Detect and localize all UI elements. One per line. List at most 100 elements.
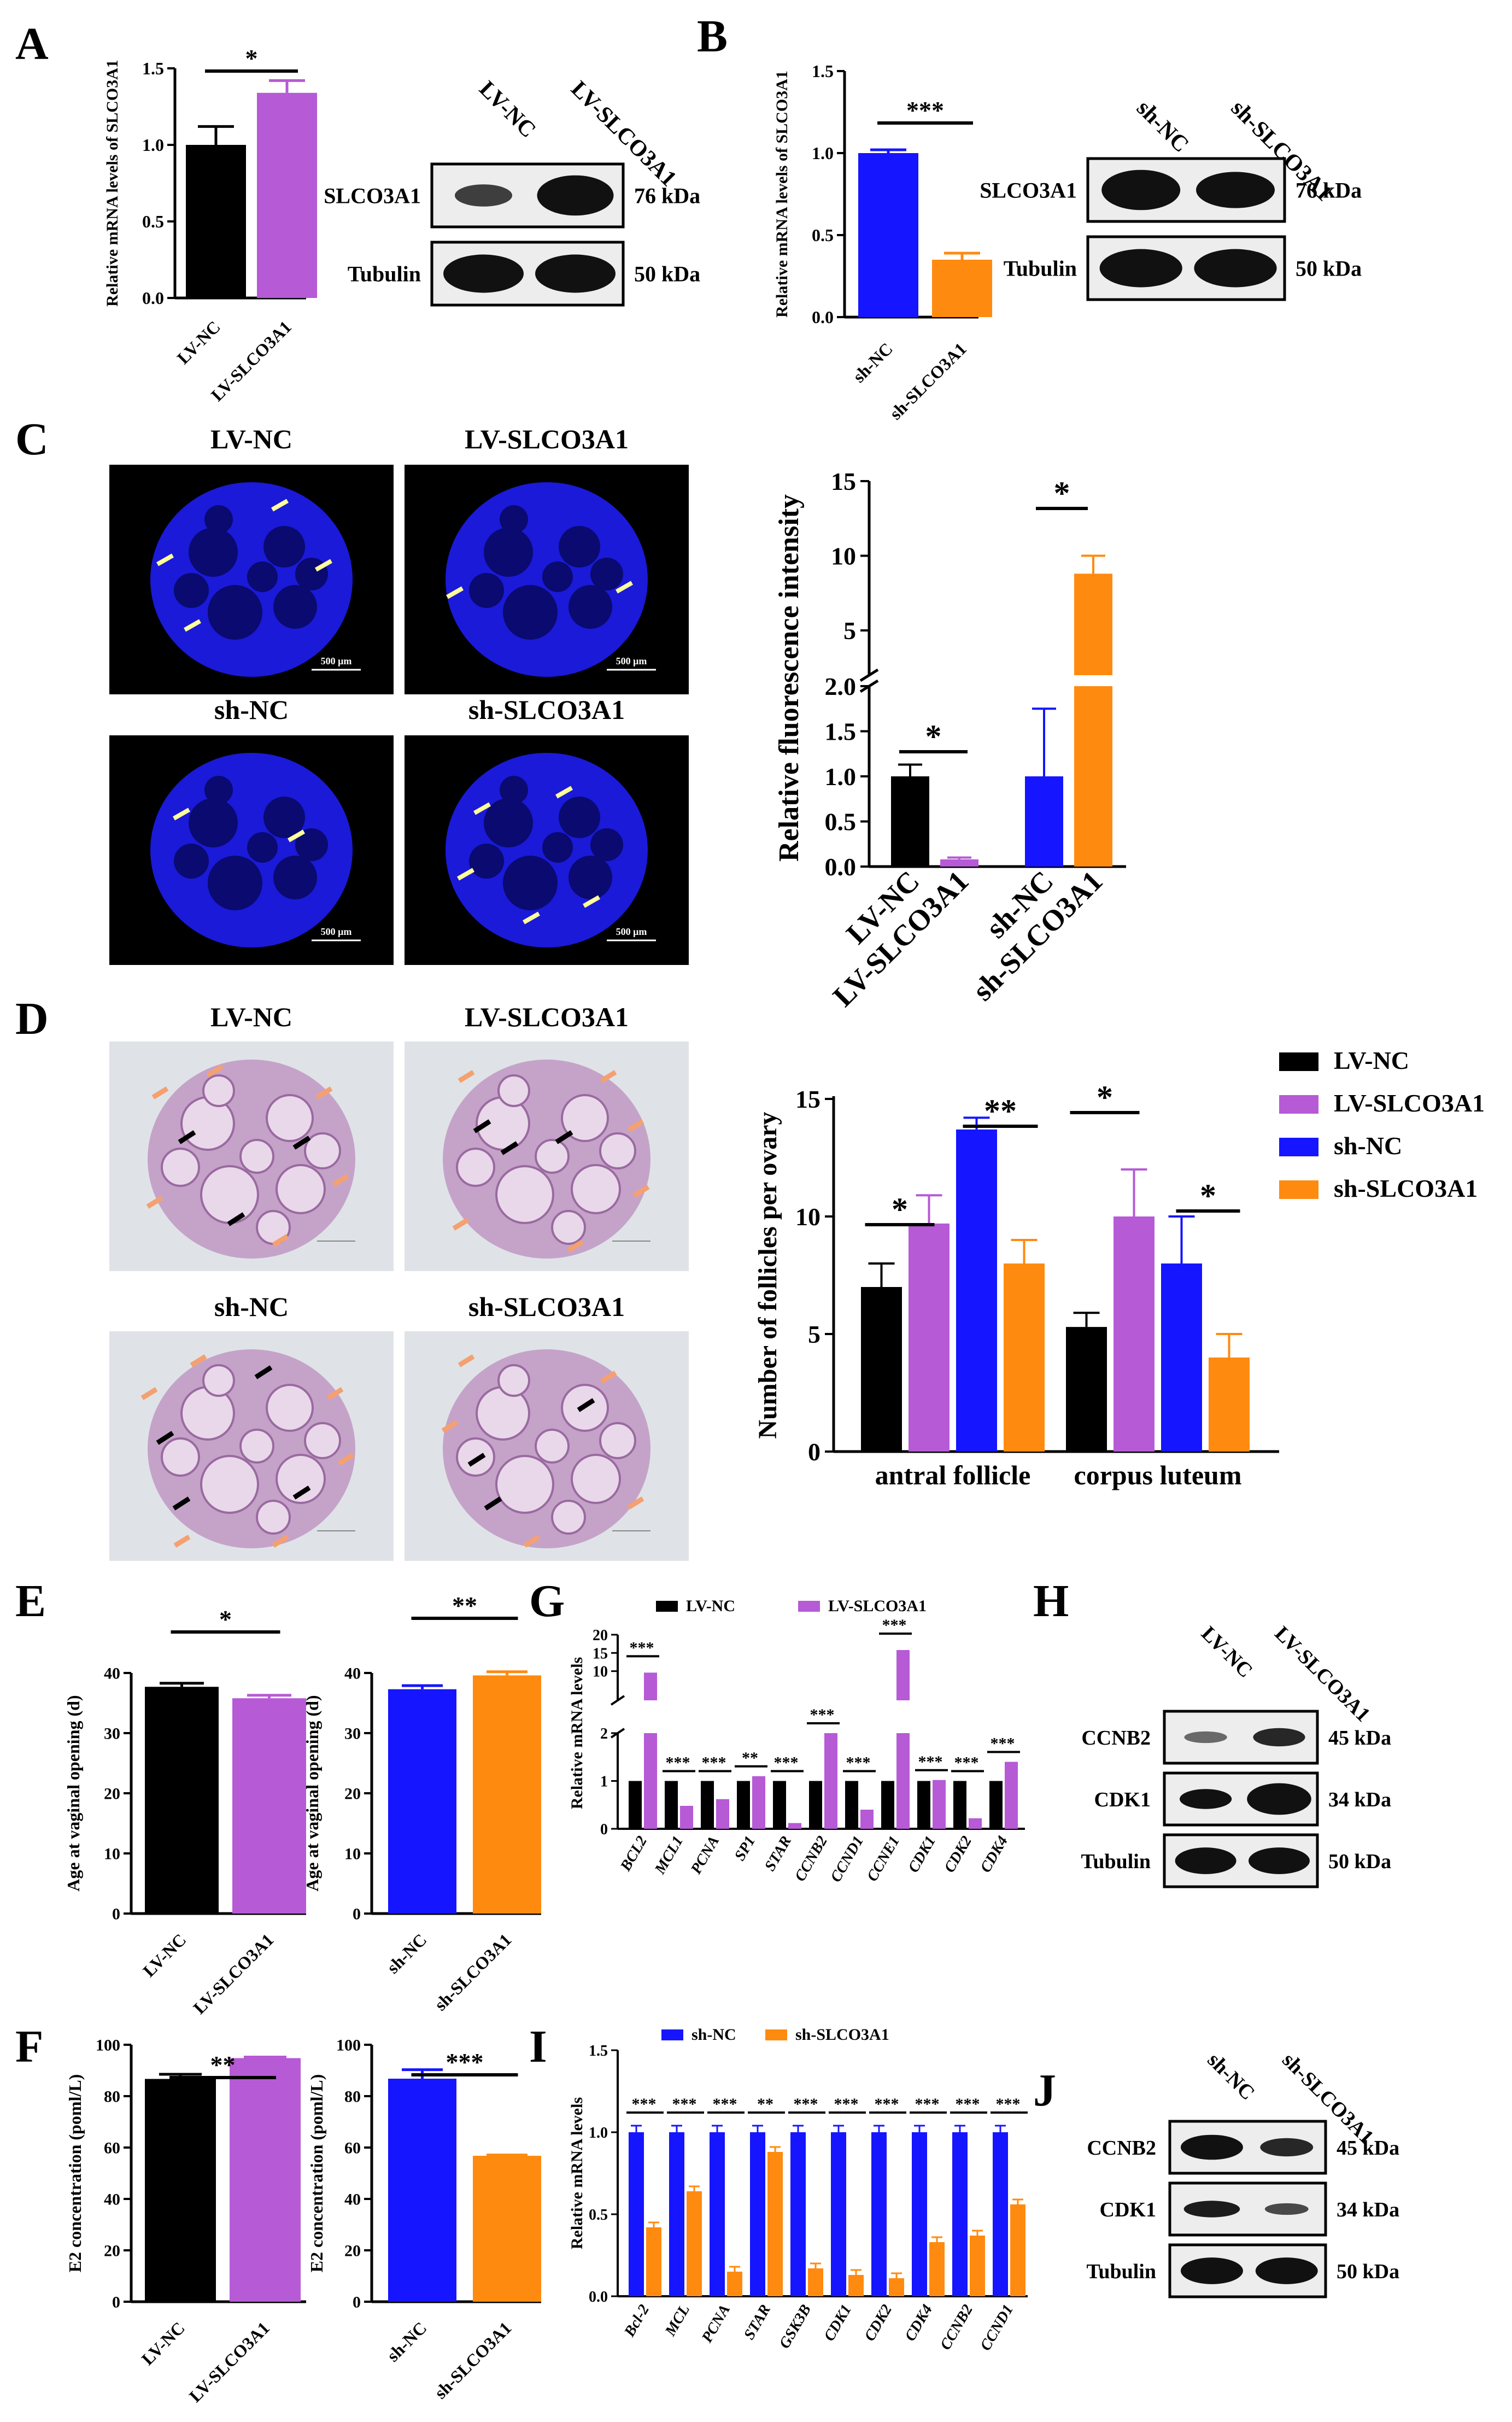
bar (845, 1781, 858, 1829)
y-tick-label: 30 (104, 1725, 120, 1743)
arrow-marker (173, 1535, 191, 1548)
significance-mark: *** (794, 2095, 818, 2113)
arrow-marker (473, 802, 491, 815)
significance-mark: *** (956, 2095, 980, 2113)
ovary-section (446, 753, 648, 947)
x-tick-label: CCND1 (827, 1833, 867, 1885)
blot-kda-label: 50 kDa (1328, 1850, 1391, 1873)
arrow-marker (523, 911, 540, 925)
panel-label-h: H (1033, 1576, 1069, 1627)
x-group-label: corpus luteum (1074, 1460, 1242, 1490)
follicle (161, 1437, 200, 1477)
follicle (559, 797, 600, 838)
arrow-marker (555, 786, 573, 799)
bar (767, 2152, 783, 2296)
bar (145, 2079, 216, 2302)
y-tick-label: 40 (344, 1665, 361, 1683)
legend-swatch (765, 2029, 787, 2040)
blot-band (1175, 1847, 1236, 1874)
arrow-marker (227, 1212, 245, 1226)
blot-kda-label: 76 kDa (1296, 178, 1362, 203)
follicle (295, 558, 328, 590)
bar (1161, 1263, 1202, 1452)
y-tick-label: 2.0 (825, 672, 857, 700)
follicle (204, 776, 233, 804)
bar (809, 1781, 822, 1829)
ovary-section (446, 482, 648, 677)
arrow-marker (254, 1365, 273, 1379)
x-tick-label: STAR (761, 1833, 795, 1874)
bar (737, 1781, 750, 1829)
follicle (599, 1422, 636, 1459)
blot-row-label: Tubulin (1004, 256, 1077, 281)
image-title: sh-SLCO3A1 (468, 694, 625, 725)
follicle (256, 1500, 291, 1535)
arrow-marker (441, 1420, 459, 1433)
bar (871, 2132, 887, 2296)
y-axis-label: Relative mRNA levels of SLCO3A1 (773, 71, 791, 318)
x-tick-label: PCNA (687, 1833, 723, 1877)
follicle (495, 1455, 554, 1514)
bar (752, 1776, 765, 1829)
significance-mark: * (925, 718, 942, 754)
bar (1114, 1216, 1154, 1452)
follicle (503, 585, 558, 640)
y-tick-label: 0.5 (142, 212, 164, 231)
significance-mark: *** (672, 2095, 697, 2113)
panel-label-c: C (15, 414, 49, 465)
follicle (551, 1210, 586, 1245)
bar (644, 1672, 657, 1700)
blot-band (1255, 2257, 1318, 2284)
significance-mark: *** (446, 2048, 484, 2076)
blot-band (1099, 249, 1182, 288)
follicle (174, 844, 209, 879)
y-tick-label: 20 (344, 2242, 361, 2260)
blot-band (1260, 2138, 1314, 2157)
significance-mark: * (1200, 1178, 1216, 1214)
y-tick-label: 30 (344, 1725, 361, 1743)
bar (145, 1687, 219, 1914)
y-tick-label: 1.5 (812, 61, 834, 81)
image-title: LV-NC (210, 424, 292, 454)
y-tick-label: 0 (353, 1905, 361, 1923)
follicle (590, 558, 623, 590)
bar (848, 2275, 864, 2296)
x-tick-label: CCND1 (977, 2302, 1017, 2354)
y-tick-label: 5 (808, 1320, 821, 1348)
bar (940, 859, 978, 867)
arrow-marker (178, 1130, 196, 1144)
significance-mark: *** (666, 1754, 690, 1772)
scale-bar-label: 500 μm (321, 926, 352, 937)
significance-mark: *** (906, 96, 944, 124)
bar (896, 1650, 910, 1700)
bar (831, 2132, 846, 2296)
arrow-marker (184, 619, 201, 632)
ovary-section (443, 1349, 650, 1548)
arrow-marker (484, 1496, 502, 1511)
legend-label: LV-SLCO3A1 (1334, 1089, 1485, 1117)
bar (1010, 2204, 1025, 2296)
y-tick-label: 40 (344, 2191, 361, 2209)
bar (989, 1781, 1003, 1829)
ovary-section (443, 1060, 650, 1259)
bar (790, 2132, 806, 2296)
x-group-label: antral follicle (875, 1460, 1031, 1490)
follicle (500, 776, 528, 804)
bar (1004, 1263, 1045, 1452)
y-tick-label: 1.5 (142, 58, 164, 78)
follicle (202, 1074, 235, 1107)
follicle (497, 1364, 530, 1397)
blot-band (1247, 1783, 1311, 1815)
blot-lane-label: LV-NC (1197, 1622, 1257, 1682)
y-tick-label: 0 (600, 1821, 608, 1838)
bar (646, 2227, 661, 2296)
follicle (273, 585, 317, 629)
arrow-marker (458, 1070, 475, 1083)
bar (970, 2236, 985, 2296)
arrow-marker (146, 1196, 163, 1209)
y-axis-label: E2 concentration (poml/L) (307, 2074, 326, 2273)
follicle (174, 573, 209, 608)
bar (473, 2156, 541, 2302)
blot-row-label: SLCO3A1 (324, 184, 421, 208)
panel-label-a: A (15, 19, 49, 69)
